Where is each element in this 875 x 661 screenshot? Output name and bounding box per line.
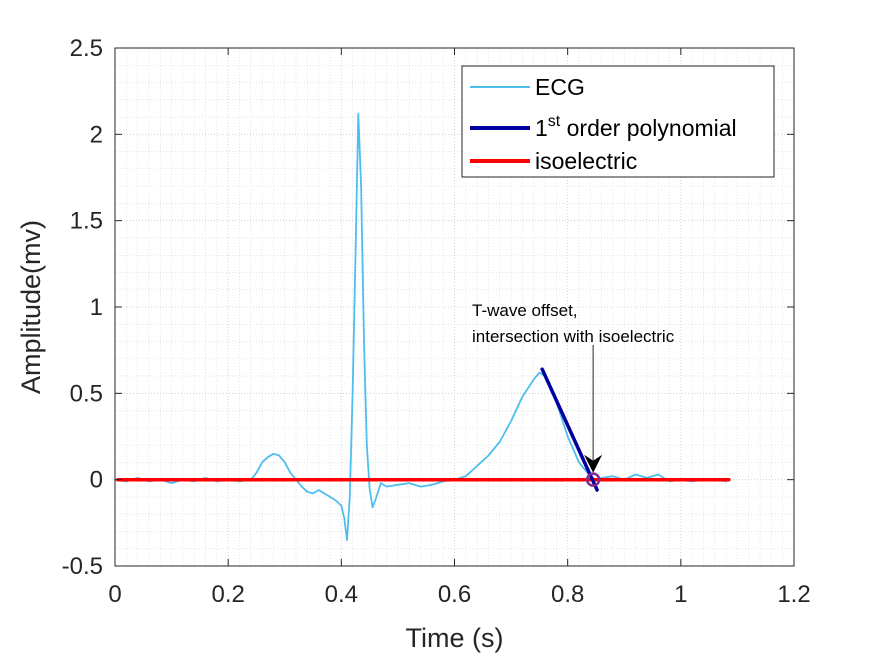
y-tick-label: 0	[90, 467, 103, 494]
series-layer	[114, 112, 731, 541]
intersection-marker	[585, 472, 601, 487]
y-tick-label: 2.5	[70, 35, 103, 62]
x-tick-label: 0.4	[325, 581, 358, 608]
y-tick-label: -0.5	[62, 553, 103, 580]
annotation-layer: T-wave offset, intersection with isoelec…	[472, 301, 675, 473]
y-tick-label: 1	[90, 294, 103, 321]
x-tick-label: 0.2	[211, 581, 244, 608]
grid-layer	[114, 47, 795, 567]
series-line-polynomial	[540, 367, 599, 492]
x-tick-label: 1.2	[777, 581, 810, 608]
x-tick-label: 1	[674, 581, 687, 608]
annotation-text-line-1: T-wave offset,	[472, 301, 578, 320]
x-axis-label: Time (s)	[406, 623, 504, 653]
legend-label: isoelectric	[535, 148, 637, 174]
legend-label: 1st order polynomial	[535, 113, 737, 141]
x-tick-label: 0.6	[438, 581, 471, 608]
x-tick-label: 0	[108, 581, 121, 608]
x-tick-label: 0.8	[551, 581, 584, 608]
legend-label: ECG	[535, 74, 585, 100]
y-tick-label: 0.5	[70, 380, 103, 407]
y-tick-label: 1.5	[70, 208, 103, 235]
y-tick-label: 2	[90, 121, 103, 148]
annotation-text-line-2: intersection with isoelectric	[472, 327, 675, 346]
annotation-arrow-head	[584, 454, 603, 473]
y-axis-label: Amplitude(mv)	[16, 220, 46, 394]
legend: ECG 1st order polynomial isoelectric	[461, 65, 775, 178]
legend-box	[461, 65, 775, 178]
